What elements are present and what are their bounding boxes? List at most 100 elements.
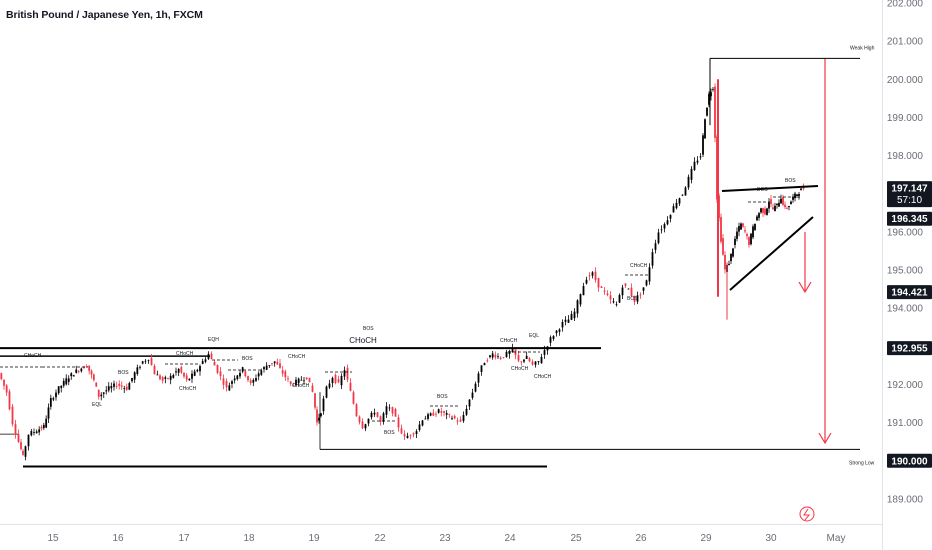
candle-body: [624, 283, 627, 286]
candle-body: [236, 375, 239, 380]
candle-body: [156, 374, 159, 376]
candle-body: [241, 367, 244, 372]
candle-body: [33, 432, 35, 433]
annotation-label: CHoCH: [176, 351, 194, 357]
candle-body: [150, 357, 153, 366]
candle-body: [316, 409, 318, 423]
candle-body: [440, 411, 443, 413]
annotation-label: BOS: [118, 370, 129, 376]
candle-body: [579, 294, 582, 305]
candle-body: [14, 424, 17, 435]
price-tick-label: 198.000: [887, 151, 924, 162]
candle-body: [373, 412, 376, 415]
candle-body: [776, 203, 778, 205]
lightning-icon: [799, 506, 815, 522]
candle-body: [570, 313, 573, 320]
candle-body: [49, 398, 52, 407]
candle-body: [486, 360, 489, 362]
candle-body: [340, 375, 343, 386]
candle-body: [97, 389, 100, 397]
candle-body: [255, 378, 257, 381]
price-tick-label: 195.000: [887, 266, 924, 277]
candle-body: [720, 217, 722, 242]
candle-body: [297, 378, 300, 384]
candle-body: [216, 364, 219, 373]
price-badge: [887, 285, 932, 300]
candle-body: [489, 355, 491, 358]
candle-body: [231, 381, 233, 384]
candle-body: [540, 356, 543, 364]
candle-body: [376, 412, 379, 418]
candle-body: [448, 414, 451, 416]
candle-body: [708, 93, 710, 105]
candle-body: [567, 319, 570, 323]
strong-low-label: Strong Low: [849, 460, 875, 466]
candle-body: [669, 215, 672, 219]
candle-body: [756, 216, 758, 221]
candle-body: [62, 380, 65, 386]
candle-body: [772, 207, 774, 210]
candle-body: [681, 194, 684, 196]
candle-body: [107, 386, 110, 391]
candle-body: [11, 406, 14, 425]
candle-body: [546, 346, 549, 351]
candle-body: [451, 418, 453, 420]
candle-body: [435, 414, 437, 415]
candle-body: [714, 86, 716, 138]
candle-body: [125, 386, 128, 390]
candle-body: [645, 280, 648, 286]
candle-body: [318, 417, 320, 421]
time-tick-label: 25: [570, 533, 582, 544]
candle-body: [724, 254, 726, 270]
price-badge-label: 190.000: [891, 456, 928, 467]
candle-body: [201, 361, 204, 364]
triangle-lower-line: [729, 216, 814, 291]
candle-body: [432, 412, 435, 416]
price-tick-label: 200.000: [887, 75, 924, 86]
candle-body: [558, 329, 561, 332]
candle-body: [760, 208, 762, 213]
time-tick-label: 26: [635, 533, 647, 544]
candle-body: [364, 424, 367, 429]
candle-body: [305, 377, 308, 380]
candle-body: [257, 373, 260, 377]
candle-body: [609, 295, 612, 300]
candle-body: [511, 347, 514, 353]
countdown-label: 57:10: [897, 195, 922, 206]
candle-body: [159, 375, 161, 380]
candle-body: [750, 233, 752, 245]
candle-body: [415, 431, 418, 434]
candle-body: [113, 383, 115, 387]
candle-body: [636, 295, 639, 302]
candle-body: [382, 413, 385, 422]
candle-body: [75, 369, 78, 373]
candle-body: [802, 187, 805, 189]
annotation-label: CHoCH: [288, 354, 306, 360]
candle-body: [696, 160, 699, 163]
candle-body: [520, 361, 523, 363]
weak-high-label: Weak High: [850, 45, 875, 51]
candle-body: [552, 336, 555, 339]
candle-body: [406, 435, 409, 439]
candle-body: [17, 433, 20, 442]
candle-body: [177, 368, 180, 373]
candle-body: [437, 409, 440, 413]
candle-body: [657, 232, 660, 244]
candle-body: [525, 355, 528, 360]
candle-body: [52, 398, 55, 400]
candle-body: [792, 196, 794, 200]
candle-body: [786, 207, 788, 209]
candle-body: [537, 361, 540, 363]
annotation-label: CHoCH: [630, 263, 648, 269]
annotation-label: BOS: [627, 296, 638, 302]
time-tick-label: 16: [112, 533, 124, 544]
candle-body: [794, 193, 796, 199]
candle-body: [710, 92, 712, 97]
candle-body: [22, 450, 24, 455]
candle-body: [139, 366, 141, 368]
price-tick-label: 202.000: [887, 0, 924, 10]
annotation-label: BOS: [757, 187, 768, 193]
candle-body: [687, 176, 690, 188]
